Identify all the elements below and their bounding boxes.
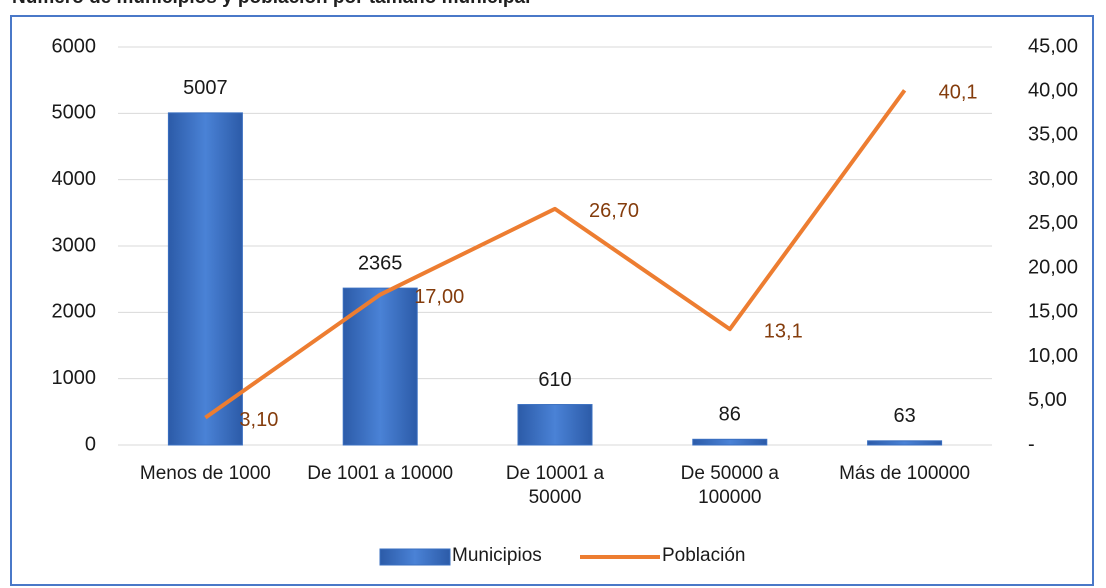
x-tick-label: Menos de 1000 xyxy=(139,463,271,484)
bar-value-label: 610 xyxy=(538,369,571,391)
y-tick-label: 4000 xyxy=(52,168,97,190)
y2-tick-label: 5,00 xyxy=(1028,389,1067,411)
bar-value-label: 5007 xyxy=(183,77,228,99)
line-value-label: 26,70 xyxy=(589,200,639,222)
line-value-label: 17,00 xyxy=(414,286,464,308)
y2-tick-label: 10,00 xyxy=(1028,345,1078,367)
bar xyxy=(517,404,593,446)
line-value-label: 13,1 xyxy=(764,320,803,342)
line-value-label: 40,1 xyxy=(939,82,978,104)
y2-tick-label: - xyxy=(1028,433,1035,455)
chart-title: Número de municipios y población por tam… xyxy=(12,0,530,9)
x-tick-label: De 10001 a 50000 xyxy=(505,463,605,508)
x-tick-label: De 50000 a 100000 xyxy=(680,463,779,508)
line-series xyxy=(204,89,907,420)
y-tick-label: 2000 xyxy=(52,301,97,323)
bar-value-label: 2365 xyxy=(358,252,403,274)
x-tick-label: Más de 100000 xyxy=(839,463,971,484)
bar xyxy=(692,438,768,446)
y2-tick-label: 15,00 xyxy=(1028,301,1078,323)
bar xyxy=(167,112,243,446)
y-tick-label: 5000 xyxy=(52,102,97,124)
legend-swatch xyxy=(379,548,451,566)
y-tick-label: 1000 xyxy=(52,367,97,389)
y-tick-label: 6000 xyxy=(52,35,97,57)
line-value-label: 3,10 xyxy=(239,409,278,431)
legend-label: Municipios xyxy=(452,545,542,566)
bar-value-label: 86 xyxy=(719,404,741,426)
y2-tick-label: 20,00 xyxy=(1028,256,1078,278)
y-tick-label: 3000 xyxy=(52,234,97,256)
x-tick-label: De 1001 a 10000 xyxy=(307,463,454,484)
chart-frame xyxy=(10,15,1094,586)
y2-tick-label: 30,00 xyxy=(1028,168,1078,190)
legend-label: Población xyxy=(662,545,746,566)
y2-tick-label: 35,00 xyxy=(1028,124,1078,146)
bar xyxy=(867,440,943,446)
y-tick-label: 0 xyxy=(85,433,96,455)
y2-tick-label: 40,00 xyxy=(1028,80,1078,102)
y2-tick-label: 45,00 xyxy=(1028,35,1078,57)
y2-tick-label: 25,00 xyxy=(1028,212,1078,234)
bar-value-label: 63 xyxy=(893,405,915,427)
